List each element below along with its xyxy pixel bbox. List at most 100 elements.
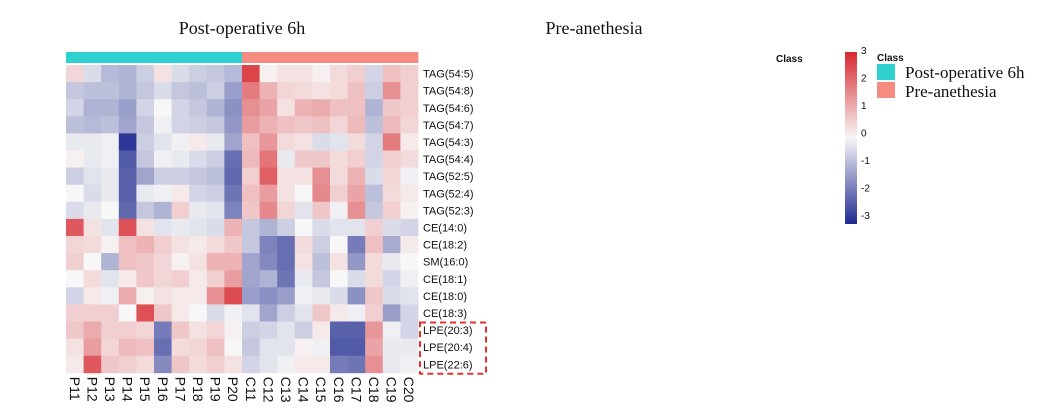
cell-tag-52-3-p17 xyxy=(171,201,190,220)
cell-tag-54-7-c17 xyxy=(347,116,366,134)
cell-ce-18-2-c20 xyxy=(400,236,419,254)
cell-tag-54-6-c11 xyxy=(242,99,260,117)
cell-tag-52-3-c17 xyxy=(347,201,366,220)
col-label-c11: C11 xyxy=(243,377,259,402)
cell-sm-16-0-p14 xyxy=(118,253,137,271)
cell-ce-14-0-p12 xyxy=(83,218,102,237)
class-cell-c14 xyxy=(294,52,313,63)
cell-sm-16-0-c19 xyxy=(382,253,401,271)
cell-tag-54-7-p11 xyxy=(66,116,84,134)
cell-lpe-20-3-c17 xyxy=(347,321,366,339)
cell-ce-18-0-c20 xyxy=(400,287,419,305)
cell-lpe-20-3-p19 xyxy=(206,321,225,339)
cell-tag-54-4-c16 xyxy=(330,150,348,168)
cell-tag-54-5-p19 xyxy=(206,65,225,83)
class-cell-c17 xyxy=(347,52,366,63)
cell-sm-16-0-p18 xyxy=(189,253,208,271)
cell-tag-54-5-c13 xyxy=(277,65,296,83)
cell-tag-54-6-c17 xyxy=(347,99,366,117)
class-cell-c19 xyxy=(382,52,401,63)
cell-tag-54-7-c15 xyxy=(312,116,331,134)
col-label-p15: P15 xyxy=(137,377,153,402)
cell-lpe-20-3-c18 xyxy=(365,321,384,339)
cell-ce-14-0-c18 xyxy=(365,218,384,237)
cell-lpe-22-6-p13 xyxy=(101,355,120,374)
cell-tag-52-3-c15 xyxy=(312,201,331,220)
cell-sm-16-0-p13 xyxy=(101,253,120,271)
class-row-label: Class xyxy=(776,54,803,65)
cell-lpe-20-4-c16 xyxy=(330,338,348,357)
cell-tag-52-4-p12 xyxy=(83,184,102,203)
scale-tick-label: 3 xyxy=(861,46,867,57)
cell-tag-52-3-c19 xyxy=(382,201,401,220)
cell-tag-54-7-p19 xyxy=(206,116,225,134)
cell-sm-16-0-c15 xyxy=(312,253,331,271)
col-label-c15: C15 xyxy=(313,377,329,403)
cell-tag-54-8-p20 xyxy=(224,82,243,100)
cell-tag-54-5-c15 xyxy=(312,65,331,83)
row-label-ce-18-2: CE(18:2) xyxy=(423,240,467,252)
cell-lpe-22-6-c11 xyxy=(242,355,260,374)
cell-ce-18-1-p12 xyxy=(83,270,102,288)
cell-tag-54-4-p16 xyxy=(154,150,172,168)
cell-tag-52-3-p20 xyxy=(224,201,243,220)
cell-lpe-20-3-p18 xyxy=(189,321,208,339)
cell-tag-52-5-c19 xyxy=(382,167,401,186)
cell-ce-18-2-c16 xyxy=(330,236,348,254)
cell-lpe-22-6-c14 xyxy=(294,355,313,374)
class-cell-p12 xyxy=(83,52,102,63)
cell-tag-54-6-c18 xyxy=(365,99,384,117)
cell-tag-54-3-p13 xyxy=(101,133,120,151)
cell-ce-18-2-p15 xyxy=(136,236,155,254)
row-label-ce-18-0: CE(18:0) xyxy=(423,291,467,303)
cell-ce-18-3-p18 xyxy=(189,304,208,322)
cell-ce-18-1-p13 xyxy=(101,270,120,288)
cell-tag-54-8-c19 xyxy=(382,82,401,100)
cell-ce-18-0-c16 xyxy=(330,287,348,305)
cell-ce-18-0-c13 xyxy=(277,287,296,305)
row-label-tag-54-8: TAG(54:8) xyxy=(423,86,474,98)
cell-tag-54-4-c19 xyxy=(382,150,401,168)
cell-ce-14-0-p16 xyxy=(154,218,172,237)
cell-tag-54-7-p20 xyxy=(224,116,243,134)
cell-tag-54-8-p17 xyxy=(171,82,190,100)
cell-tag-54-8-c12 xyxy=(259,82,278,100)
col-label-p14: P14 xyxy=(120,377,136,402)
cell-tag-54-4-c20 xyxy=(400,150,419,168)
cell-ce-14-0-p11 xyxy=(66,218,84,237)
cell-ce-14-0-p13 xyxy=(101,218,120,237)
cell-tag-54-5-c20 xyxy=(400,65,419,83)
cell-lpe-22-6-c18 xyxy=(365,355,384,374)
col-label-p11: P11 xyxy=(67,377,83,401)
row-label-tag-54-5: TAG(54:5) xyxy=(423,69,474,81)
cell-tag-54-6-c19 xyxy=(382,99,401,117)
cell-sm-16-0-p16 xyxy=(154,253,172,271)
cell-ce-18-1-p18 xyxy=(189,270,208,288)
cell-tag-54-3-p12 xyxy=(83,133,102,151)
cell-tag-54-7-c20 xyxy=(400,116,419,134)
cell-ce-18-3-c11 xyxy=(242,304,260,322)
cell-sm-16-0-c13 xyxy=(277,253,296,271)
cell-ce-18-3-c20 xyxy=(400,304,419,322)
row-label-tag-54-4: TAG(54:4) xyxy=(423,154,474,166)
cell-lpe-22-6-c19 xyxy=(382,355,401,374)
cell-ce-14-0-c12 xyxy=(259,218,278,237)
class-cell-p20 xyxy=(224,52,243,63)
cell-sm-16-0-c20 xyxy=(400,253,419,271)
cell-tag-54-4-c17 xyxy=(347,150,366,168)
cell-ce-18-1-p20 xyxy=(224,270,243,288)
cell-ce-18-3-c16 xyxy=(330,304,348,322)
cell-tag-54-3-p15 xyxy=(136,133,155,151)
cell-tag-54-6-c14 xyxy=(294,99,313,117)
cell-tag-54-6-p11 xyxy=(66,99,84,117)
cell-tag-54-5-p13 xyxy=(101,65,120,83)
class-cell-p11 xyxy=(66,52,84,63)
cell-lpe-20-4-p20 xyxy=(224,338,243,357)
cell-tag-54-3-c16 xyxy=(330,133,348,151)
cell-tag-52-5-c15 xyxy=(312,167,331,186)
cell-ce-18-0-c14 xyxy=(294,287,313,305)
cell-tag-54-4-p12 xyxy=(83,150,102,168)
class-cell-p16 xyxy=(154,52,172,63)
cell-ce-18-0-c11 xyxy=(242,287,260,305)
cell-tag-54-8-p11 xyxy=(66,82,84,100)
